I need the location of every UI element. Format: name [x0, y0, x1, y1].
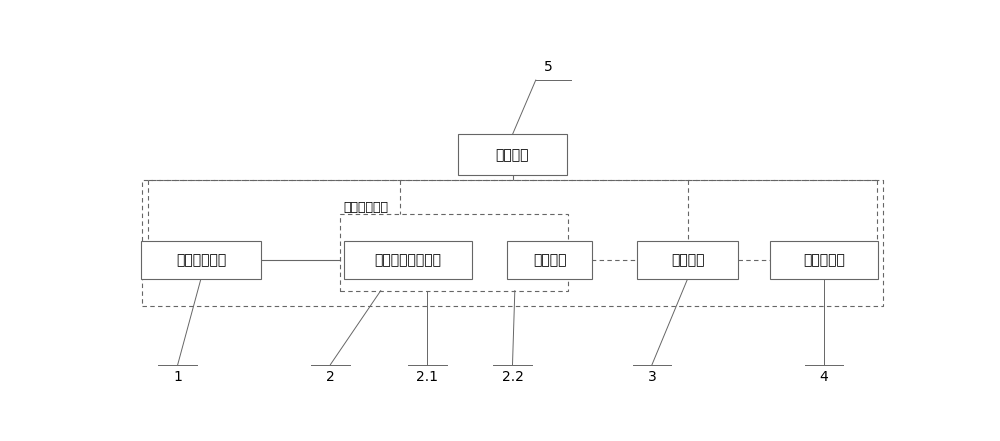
Bar [141, 241, 261, 279]
Text: 3: 3 [648, 370, 656, 384]
Text: 2.2: 2.2 [502, 370, 523, 384]
Text: 驱动模块: 驱动模块 [671, 253, 704, 267]
Text: 高位制动灯: 高位制动灯 [803, 253, 845, 267]
Text: 信号处理机构: 信号处理机构 [344, 201, 389, 214]
Bar [142, 180, 883, 306]
Bar [770, 241, 878, 279]
Text: 2: 2 [326, 370, 335, 384]
Text: 2.1: 2.1 [416, 370, 438, 384]
Text: 4: 4 [820, 370, 828, 384]
Bar [344, 241, 472, 279]
Bar [637, 241, 738, 279]
Text: 信号产生机构: 信号产生机构 [176, 253, 226, 267]
Bar [507, 241, 592, 279]
Bar [458, 135, 567, 175]
Text: 模拟信号处理模块: 模拟信号处理模块 [374, 253, 441, 267]
Text: 电源模块: 电源模块 [496, 148, 529, 162]
Bar [340, 214, 568, 291]
Text: 1: 1 [173, 370, 182, 384]
Text: 控制模块: 控制模块 [533, 253, 566, 267]
Text: 5: 5 [544, 60, 552, 74]
